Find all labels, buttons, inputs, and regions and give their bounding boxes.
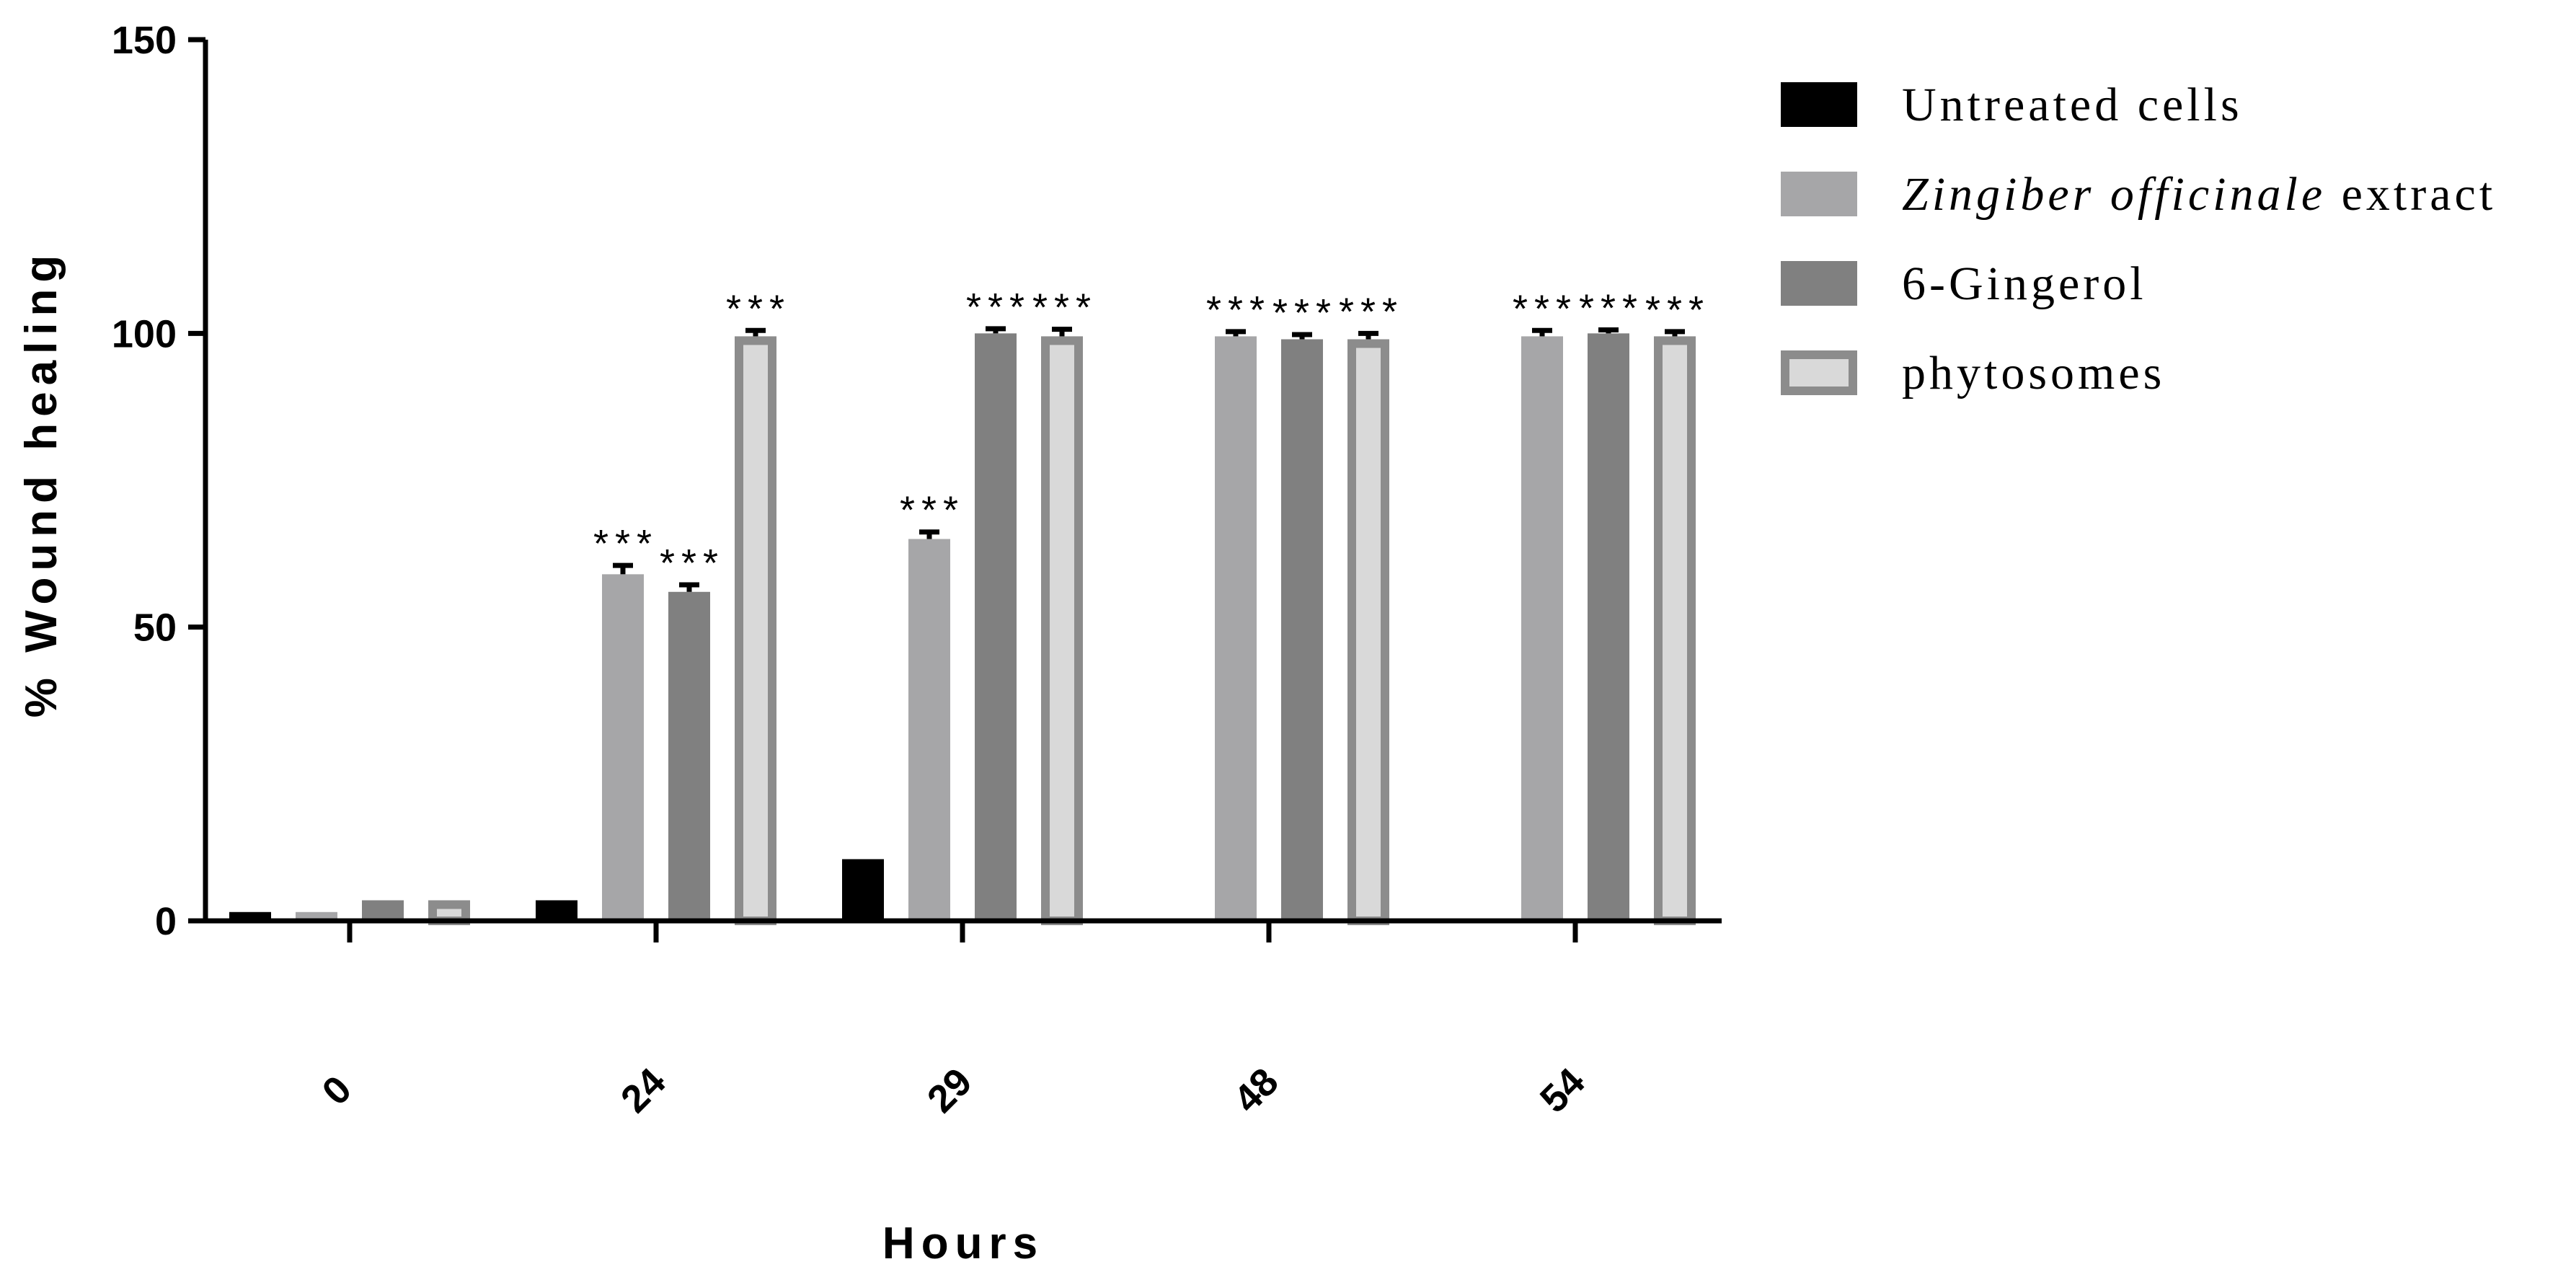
bar [975,333,1017,921]
significance-label: *** [1579,286,1644,330]
x-tick-label: 24 [613,1060,674,1121]
significance-label: *** [1645,288,1710,332]
x-tick-label: 54 [1532,1060,1593,1121]
legend-label-part: Untreated cells [1902,79,2243,131]
bar [1588,333,1629,921]
legend-label: phytosomes [1902,347,2165,399]
legend-swatch [1781,261,1857,306]
y-tick-label: 50 [133,606,177,650]
bar [908,539,950,921]
significance-label: *** [1272,291,1337,335]
significance-label: *** [900,489,965,532]
bar [602,574,644,921]
legend-label-part: Zingiber officinale [1902,168,2326,221]
x-tick-label: 48 [1226,1060,1287,1121]
significance-label: *** [660,542,725,585]
legend-label: 6-Gingerol [1902,257,2147,310]
bar [668,591,710,921]
legend-swatch [1781,350,1857,395]
bar [362,900,404,921]
bar [1654,336,1696,925]
bar [1347,339,1389,926]
y-axis-title: % Wound healing [17,249,66,718]
x-tick-label: 29 [919,1060,981,1121]
significance-label: *** [1032,286,1097,330]
significance-label: *** [593,522,658,565]
x-tick-label: 0 [314,1067,360,1113]
bar [735,336,776,925]
legend-label-part: 6-Gingerol [1902,257,2147,310]
legend: Untreated cells Zingiber officinale extra… [1781,79,2496,399]
legend-swatch [1781,172,1857,216]
y-tick-label: 150 [112,19,177,62]
bars-layer: ********* ********* *** ****** *** *** *** [229,286,1710,926]
significance-label: *** [1206,288,1271,332]
significance-label: *** [1339,290,1404,333]
legend-label-part: extract [2326,168,2496,221]
legend-label-part: phytosomes [1902,347,2165,399]
significance-label: *** [726,287,791,330]
legend-label: Untreated cells [1902,79,2243,131]
bar [1041,336,1083,925]
bar [1521,336,1563,921]
y-tick-label: 100 [112,312,177,356]
significance-label: *** [1513,287,1577,330]
significance-label: *** [966,286,1031,329]
bar [1281,339,1323,922]
x-axis-title: Hours [882,1219,1044,1268]
bar [536,900,577,921]
bar [1215,336,1257,921]
bar [842,859,884,921]
legend-label: Zingiber officinale extract [1902,168,2496,221]
y-tick-label: 0 [155,900,177,943]
legend-swatch [1781,82,1857,127]
